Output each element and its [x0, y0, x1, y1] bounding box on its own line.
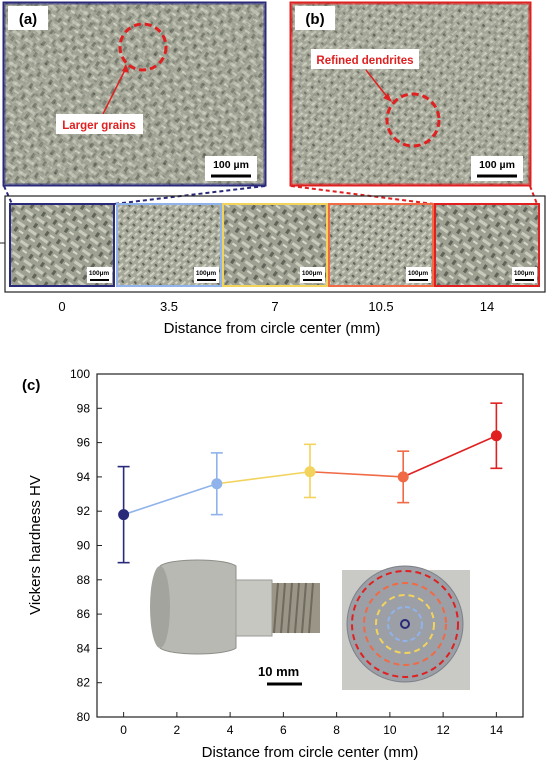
- threaded-sample-photo-icon: 10 mm: [150, 559, 320, 686]
- y-tick-label: 86: [77, 607, 91, 621]
- x-tick-label: 12: [436, 723, 450, 737]
- strip-scale-label: 100µm: [196, 270, 217, 277]
- strip-image-3: 100µm: [328, 203, 434, 287]
- y-tick-label: 92: [77, 504, 91, 518]
- x-tick-label: 2: [174, 723, 181, 737]
- series-segment: [216, 470, 311, 485]
- sample-top-view-photo-icon: [342, 565, 470, 690]
- y-tick-label: 98: [77, 401, 91, 415]
- strip-position-label: 3.5: [160, 299, 178, 314]
- panel-b-label-box: [295, 6, 335, 30]
- axis-ticks: 0 2 4 6 8 10 12 14 80 82 84 86 88 90 92 94 96 98 100: [70, 367, 503, 737]
- panel-a: (a) Larger grains 100 µm: [2, 1, 267, 187]
- strip-x-axis-label: Distance from circle center (mm): [164, 320, 381, 337]
- panel-b-texture: [291, 3, 530, 185]
- connector-a-left: [3, 185, 13, 205]
- strip-frame: [4, 195, 546, 293]
- x-tick-label: 6: [280, 723, 287, 737]
- y-tick-label: 80: [77, 710, 91, 724]
- strip-image-2: 100µm: [222, 203, 328, 287]
- strip-position-label: 0: [58, 299, 65, 314]
- y-tick-label: 90: [77, 539, 91, 553]
- x-tick-label: 0: [120, 723, 127, 737]
- x-tick-label: 10: [383, 723, 397, 737]
- error-bars: [117, 402, 503, 564]
- data-point: [211, 478, 223, 490]
- y-tick-label: 100: [70, 367, 90, 381]
- series-segment: [123, 483, 218, 516]
- panel-b-annotation-box: [311, 49, 419, 69]
- panel-a-label-box: [8, 6, 48, 30]
- strip-scale-label: 100µm: [514, 270, 535, 277]
- series-segment: [309, 470, 404, 478]
- y-tick-label: 82: [77, 676, 91, 690]
- series-lines: [123, 435, 497, 516]
- ring-3-5: [387, 606, 423, 642]
- data-point: [490, 430, 502, 442]
- y-tick-label: 96: [77, 436, 91, 450]
- strip-image-4: 100µm: [434, 203, 540, 287]
- panel-a-arrow-head: [122, 64, 129, 73]
- series-segment: [402, 435, 497, 478]
- photo-scale-label: 10 mm: [258, 664, 299, 679]
- sample-neck: [235, 579, 273, 637]
- connector-a-right: [113, 185, 266, 205]
- strip-scale-label: 100µm: [302, 270, 323, 277]
- x-tick-label: 14: [490, 723, 504, 737]
- panel-b-highlight-circle: [385, 92, 441, 148]
- panel-a-highlight-circle: [118, 22, 168, 72]
- panel-a-arrow: [102, 67, 127, 115]
- y-tick-label: 84: [77, 641, 91, 655]
- strip-scale-label: 100µm: [408, 270, 429, 277]
- panel-b-annotation: Refined dendrites: [316, 55, 413, 67]
- ring-10-5: [363, 582, 447, 666]
- strip-image-1: 100µm: [116, 203, 222, 287]
- y-tick-label: 88: [77, 573, 91, 587]
- strip-scale-label: 100µm: [89, 270, 110, 277]
- sample-body: [159, 559, 237, 655]
- panel-b-arrow-head: [383, 93, 392, 102]
- ring-14: [351, 570, 459, 678]
- panel-a-annotation-box: [56, 114, 143, 134]
- strip-position-label: 14: [480, 299, 494, 314]
- data-point: [118, 509, 130, 521]
- sample-face: [150, 566, 170, 648]
- ring-0: [400, 619, 410, 629]
- strip-image-0: 100µm: [9, 203, 115, 287]
- data-point: [304, 466, 316, 478]
- x-tick-label: 4: [227, 723, 234, 737]
- data-points: [118, 430, 502, 521]
- panel-a-scale-label: 100 µm: [213, 159, 249, 171]
- x-tick-label: 8: [333, 723, 340, 737]
- y-tick-label: 94: [77, 470, 91, 484]
- y-axis-label: Vickers hardness HV: [27, 475, 44, 615]
- ring-7: [375, 594, 435, 654]
- x-axis-label: Distance from circle center (mm): [202, 744, 419, 761]
- connector-b-left: [290, 185, 435, 205]
- micrograph-strip: 100µm 0 100µm 3.5 100µm 7 100µm 10.5 100µm 14: [0, 195, 546, 314]
- panel-a-annotation: Larger grains: [62, 120, 136, 132]
- panel-b-scale-label: 100 µm: [479, 159, 515, 171]
- panel-b: (b) Refined dendrites 100 µm: [289, 1, 532, 187]
- panel-a-label: (a): [19, 11, 37, 28]
- data-point: [397, 471, 409, 483]
- panel-a-texture: [4, 3, 265, 185]
- strip-position-label: 10.5: [368, 299, 393, 314]
- connector-b-right: [529, 185, 538, 205]
- panel-b-arrow: [365, 69, 389, 99]
- strip-position-label: 7: [271, 299, 278, 314]
- panel-c-label: (c): [22, 377, 40, 394]
- panel-b-label: (b): [305, 11, 324, 28]
